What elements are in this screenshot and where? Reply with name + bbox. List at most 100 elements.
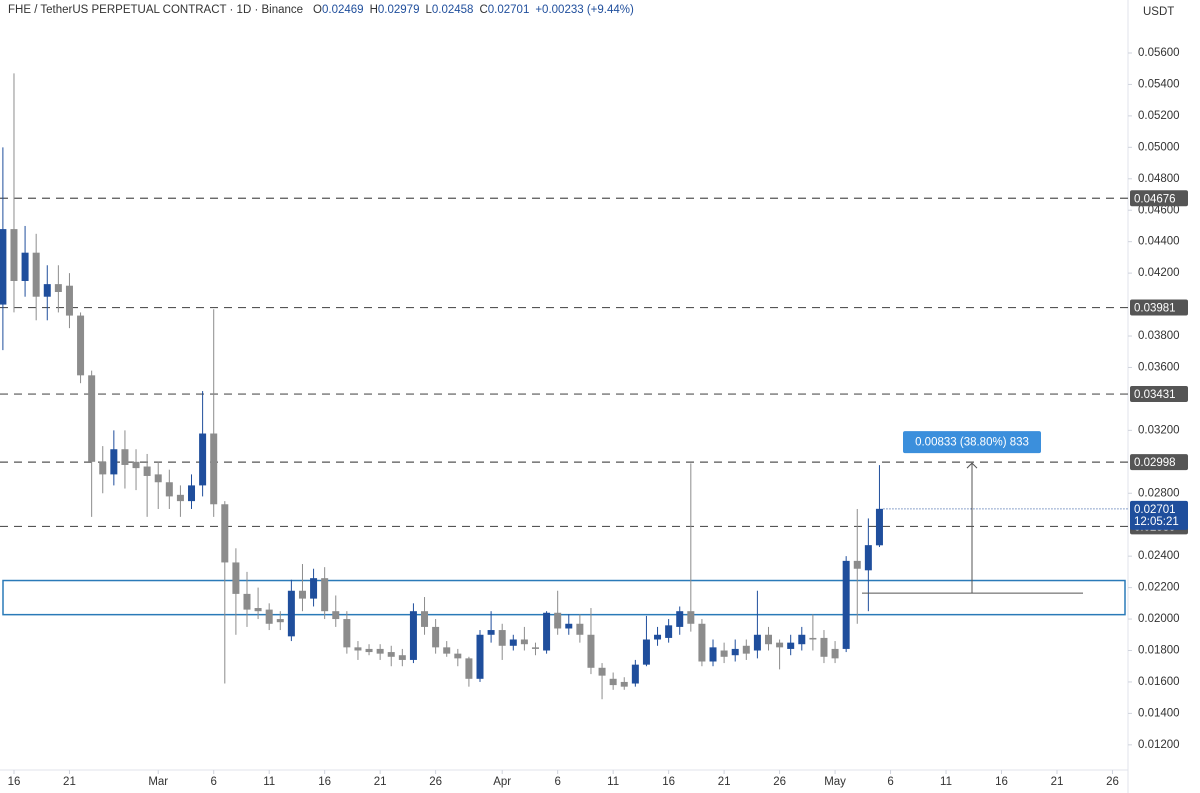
candle-body: [487, 630, 495, 635]
ohlc-value: 0.02979: [378, 4, 420, 16]
level-label: 0.04676: [1134, 193, 1176, 205]
candle-body: [565, 623, 573, 629]
candle-body: [376, 648, 384, 654]
candle-body: [454, 653, 462, 659]
candle-body: [864, 545, 872, 571]
y-tick-label: 0.03200: [1138, 424, 1180, 436]
ohlc-value: 0.02458: [432, 4, 474, 16]
x-tick-label: Apr: [493, 776, 511, 788]
candle-body: [210, 433, 218, 505]
y-tick-label: 0.04800: [1138, 173, 1180, 185]
measure-label-box: [903, 431, 1041, 454]
candle-body: [831, 648, 839, 659]
candle-body: [731, 648, 739, 656]
candle-body: [665, 625, 673, 638]
currency: USDT: [1143, 6, 1174, 18]
candle-body: [176, 494, 184, 502]
candle-body: [720, 650, 728, 657]
x-tick-label: 16: [318, 776, 331, 788]
y-tick-label: 0.03800: [1138, 330, 1180, 342]
x-tick-label: 21: [374, 776, 387, 788]
x-tick-label: 11: [263, 776, 275, 788]
candle-body: [465, 658, 473, 679]
candle-body: [554, 612, 562, 629]
x-tick-label: 6: [211, 776, 217, 788]
level-label-box: [1130, 386, 1188, 403]
level-label: 0.03431: [1134, 389, 1176, 401]
countdown: 12:05:21: [1134, 516, 1179, 528]
x-tick-label: Mar: [148, 776, 168, 788]
candle-body: [387, 652, 395, 657]
candle-body: [65, 285, 73, 316]
candle-body: [265, 609, 273, 624]
candle-body: [21, 252, 29, 281]
candle-body: [609, 678, 617, 686]
candle-body: [188, 485, 196, 502]
x-tick-label: 16: [8, 776, 21, 788]
candle-body: [853, 560, 861, 569]
candle-body: [676, 611, 684, 627]
candle-body: [654, 634, 662, 640]
candle-body: [121, 449, 129, 465]
candle-body: [687, 611, 695, 624]
candle-body: [498, 630, 506, 646]
candle-body: [476, 634, 484, 679]
x-tick-label: 11: [940, 776, 952, 788]
candle-body: [77, 315, 85, 376]
y-tick-label: 0.05400: [1138, 78, 1180, 90]
y-tick-label: 0.04600: [1138, 204, 1180, 216]
y-tick-label: 0.01600: [1138, 676, 1180, 688]
candle-body: [43, 284, 51, 297]
candle-body: [221, 504, 229, 563]
candle-body: [343, 619, 351, 648]
y-tick-label: 0.01400: [1138, 707, 1180, 719]
candle-body: [409, 611, 417, 660]
candle-body: [354, 647, 362, 651]
candle-body: [199, 433, 207, 486]
candle-body: [798, 634, 806, 645]
candle-body: [631, 664, 639, 684]
candle-body: [432, 626, 440, 648]
candle-body: [276, 619, 284, 623]
x-tick-label: 6: [554, 776, 560, 788]
candle-body: [443, 647, 451, 654]
x-tick-label: 16: [662, 776, 675, 788]
candle-body: [509, 639, 517, 646]
y-tick-label: 0.05200: [1138, 110, 1180, 122]
ohlc-key: O: [313, 4, 322, 16]
y-tick-label: 0.01200: [1138, 739, 1180, 751]
candle-body: [543, 612, 551, 651]
candle-body: [88, 375, 96, 462]
candle-body: [598, 667, 606, 676]
y-tick-label: 0.02200: [1138, 582, 1180, 594]
candle-body: [587, 634, 595, 668]
x-tick-label: 21: [63, 776, 76, 788]
x-tick-label: 21: [718, 776, 731, 788]
candle-body: [32, 252, 40, 297]
candle-body: [576, 623, 584, 635]
candle-body: [764, 634, 772, 645]
candle-body: [365, 648, 373, 653]
candle-body: [110, 449, 118, 475]
candle-body: [54, 284, 62, 292]
candle-body: [398, 655, 406, 660]
level-label-box: [1130, 454, 1188, 471]
x-tick-label: 16: [995, 776, 1008, 788]
ohlc-value: 0.02469: [322, 4, 364, 16]
level-label-box: [1130, 190, 1188, 207]
candle-body: [753, 634, 761, 651]
candle-body: [232, 562, 240, 594]
candle-body: [642, 639, 650, 665]
candle-body: [709, 647, 717, 662]
ohlc-value: 0.02701: [488, 4, 530, 16]
candle-body: [0, 229, 7, 305]
candle-body: [132, 461, 140, 469]
x-tick-label: 11: [607, 776, 619, 788]
symbol-header: FHE / TetherUS PERPETUAL CONTRACT · 1D ·…: [8, 4, 634, 16]
y-tick-label: 0.04400: [1138, 236, 1180, 248]
x-tick-label: May: [824, 776, 846, 788]
y-tick-label: 0.01800: [1138, 645, 1180, 657]
candle-body: [298, 590, 306, 599]
